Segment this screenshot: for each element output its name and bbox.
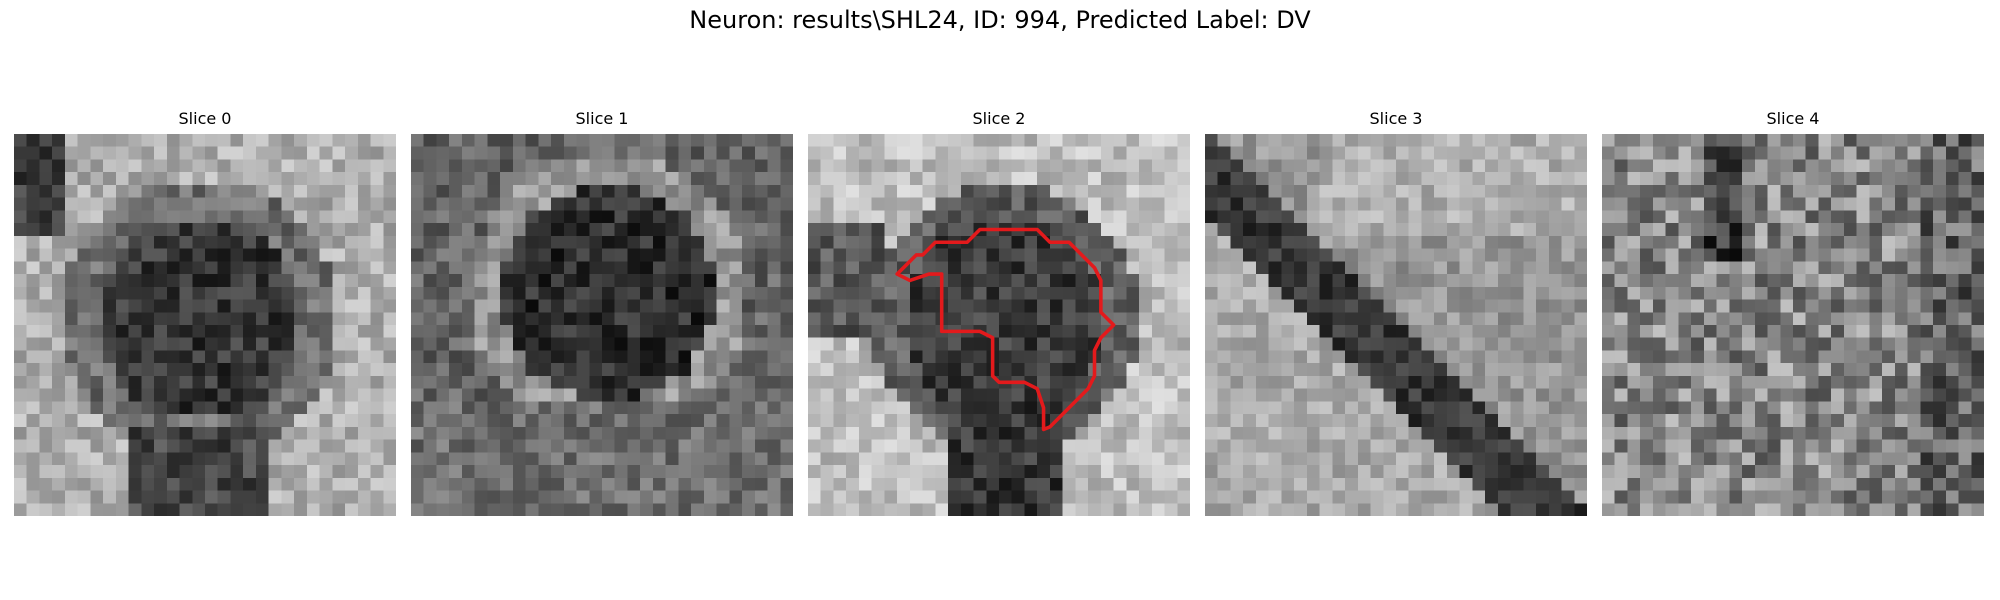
slice-title-1: Slice 1	[575, 109, 629, 128]
slice-panel-4: Slice 4	[1602, 108, 1984, 516]
segmentation-contour	[895, 227, 1116, 432]
slice-image-4	[1602, 134, 1984, 516]
slice-title-0: Slice 0	[178, 109, 232, 128]
slice-image-3	[1205, 134, 1587, 516]
slice-panel-1: Slice 1	[411, 108, 793, 516]
slice-image-1	[411, 134, 793, 516]
figure-title: Neuron: results\SHL24, ID: 994, Predicte…	[689, 6, 1311, 34]
slice-panel-3: Slice 3	[1205, 108, 1587, 516]
slice-title-3: Slice 3	[1369, 109, 1423, 128]
contour-line	[895, 227, 1116, 432]
slice-panel-0: Slice 0	[14, 108, 396, 516]
slice-title-2: Slice 2	[972, 109, 1026, 128]
slice-title-4: Slice 4	[1766, 109, 1820, 128]
slice-image-2	[808, 134, 1190, 516]
slice-panel-2: Slice 2	[808, 108, 1190, 516]
slice-image-0	[14, 134, 396, 516]
